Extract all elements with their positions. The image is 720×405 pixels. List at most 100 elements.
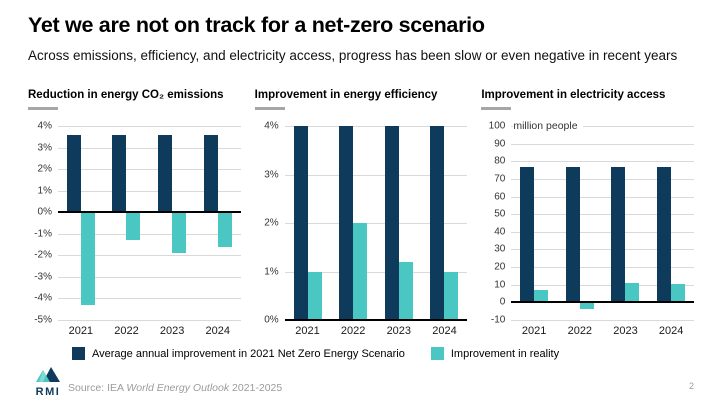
bar-scenario-2021	[293, 126, 308, 320]
charts-row: Reduction in energy CO₂ emissions 4% 3% 2%…	[28, 88, 695, 337]
y-tick-label: 60	[494, 191, 506, 203]
gridline	[284, 271, 468, 273]
bar-scenario-2023	[611, 166, 626, 303]
gridline	[511, 284, 695, 286]
y-tick-label: 0%	[264, 314, 279, 326]
gridline	[58, 233, 241, 235]
chart-electricity-access: Improvement in electricity access 100 90 8…	[481, 88, 695, 337]
x-axis-labels: 2021 2022 2023 2024	[285, 325, 468, 337]
page-number: 2	[688, 381, 694, 391]
gridline	[58, 298, 241, 300]
bar-group-2024	[203, 126, 232, 320]
title-underline	[481, 107, 512, 110]
legend-item-scenario: Average annual improvement in 2021 Net Z…	[72, 347, 405, 360]
gridline	[58, 190, 241, 192]
x-tick-label: 2024	[432, 325, 457, 337]
bar-scenario-2021	[520, 166, 535, 303]
y-tick-label: 90	[494, 138, 506, 150]
y-tick-label: 2%	[37, 163, 52, 175]
bar-scenario-2024	[430, 126, 445, 320]
gridline	[511, 267, 695, 269]
y-tick-label: 2%	[264, 217, 279, 229]
x-tick-label: 2023	[386, 325, 412, 337]
bar-group-2021	[293, 126, 322, 320]
bar-reality-2021	[307, 271, 322, 320]
chart-title: Improvement in energy efficiency	[254, 89, 438, 101]
bar-group-2023	[611, 126, 640, 320]
gridline	[284, 126, 468, 127]
bar-group-2023	[384, 126, 413, 320]
bar-reality-2024	[217, 212, 232, 247]
gridline	[511, 161, 695, 163]
x-tick-label: 2022	[340, 325, 366, 337]
gridline	[284, 174, 468, 176]
bar-scenario-2024	[657, 166, 672, 303]
plot-area	[58, 126, 241, 321]
bar-scenario-2022	[112, 134, 127, 213]
y-axis-labels: 100 90 80 70 60 50 40 30 20 10 0 -10	[481, 121, 511, 326]
bar-group-2022	[112, 126, 141, 320]
y-tick-label: 50	[494, 208, 506, 220]
plot-area	[284, 126, 468, 321]
gridline	[511, 320, 695, 321]
bar-group-2021	[66, 126, 95, 320]
bar-scenario-2021	[66, 134, 81, 213]
bar-group-2022	[565, 126, 594, 320]
bar-group-2021	[520, 126, 549, 320]
gridline	[511, 143, 695, 145]
bar-scenario-2022	[339, 126, 354, 320]
bar-reality-2021	[80, 212, 95, 305]
y-tick-label: 100	[488, 120, 506, 132]
y-tick-label: -3%	[34, 271, 52, 283]
gridline	[511, 196, 695, 198]
bar-reality-2023	[172, 212, 187, 254]
bars-layer	[285, 126, 468, 320]
rmi-mountains-icon	[36, 367, 60, 382]
source-suffix: 2021-2025	[229, 382, 283, 394]
y-tick-label: 40	[494, 226, 506, 238]
gridline	[58, 320, 241, 321]
source-note: Source: IEA World Energy Outlook 2021-20…	[68, 382, 282, 394]
zero-axis-line	[511, 301, 695, 304]
x-tick-label: 2024	[205, 325, 231, 337]
y-tick-label: 3%	[37, 142, 52, 154]
source-title: World Energy Outlook	[126, 382, 230, 394]
bars-layer	[58, 126, 241, 320]
chart-co2-emissions: Reduction in energy CO₂ emissions 4% 3% 2%…	[28, 88, 241, 337]
gridline	[511, 178, 695, 180]
y-tick-label: 1%	[264, 266, 279, 277]
y-tick-label: 1%	[37, 185, 52, 197]
gridline	[58, 147, 241, 149]
legend: Average annual improvement in 2021 Net Z…	[72, 347, 559, 360]
y-tick-label: 0%	[37, 206, 52, 218]
rmi-logo: RMI	[30, 366, 66, 398]
bar-scenario-2024	[203, 134, 218, 213]
gridline	[58, 255, 241, 257]
gridline	[511, 214, 695, 216]
x-axis-labels: 2021 2022 2023 2024	[58, 325, 241, 337]
gridline	[58, 126, 241, 127]
chart-title: Improvement in electricity access	[481, 89, 666, 101]
bar-group-2022	[339, 126, 368, 320]
y-tick-label: 80	[494, 155, 506, 167]
bar-scenario-2023	[158, 134, 173, 213]
x-tick-label: 2021	[68, 325, 94, 337]
legend-label-scenario: Average annual improvement in 2021 Net Z…	[92, 347, 405, 360]
x-tick-label: 2024	[658, 325, 684, 337]
y-tick-label: 20	[494, 261, 506, 273]
bar-reality-2024	[671, 283, 686, 303]
y-axis-labels: 4% 3% 2% 1% 0% -1% -2% -3% -4% -5%	[28, 121, 58, 326]
y-tick-label: 70	[494, 173, 506, 185]
gridline	[58, 276, 241, 278]
bars-layer	[511, 126, 694, 320]
y-tick-label: -4%	[34, 292, 52, 304]
bar-group-2024	[430, 126, 459, 320]
y-tick-label: -10	[490, 314, 506, 326]
legend-swatch-scenario	[72, 347, 85, 360]
gridline	[511, 249, 695, 251]
y-tick-label: 30	[494, 243, 506, 255]
x-tick-label: 2022	[567, 325, 593, 337]
x-axis-labels: 2021 2022 2023 2024	[511, 325, 694, 337]
legend-label-reality: Improvement in reality	[450, 347, 560, 360]
